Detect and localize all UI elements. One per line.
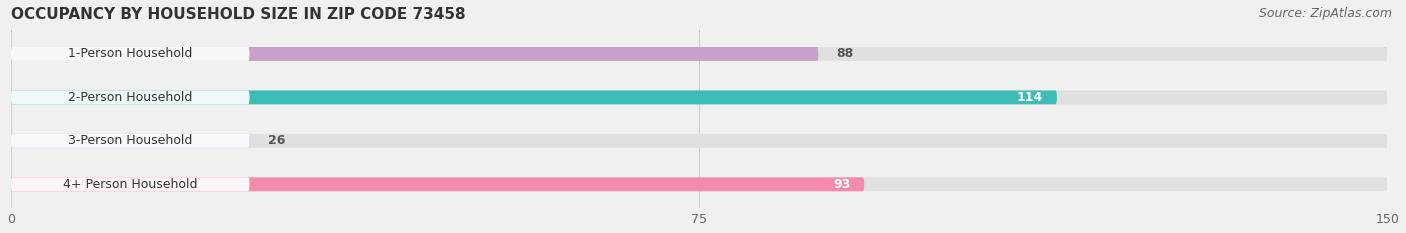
- Text: 93: 93: [834, 178, 851, 191]
- Text: OCCUPANCY BY HOUSEHOLD SIZE IN ZIP CODE 73458: OCCUPANCY BY HOUSEHOLD SIZE IN ZIP CODE …: [11, 7, 465, 22]
- Text: 4+ Person Household: 4+ Person Household: [63, 178, 197, 191]
- Text: 1-Person Household: 1-Person Household: [67, 48, 193, 60]
- FancyBboxPatch shape: [11, 134, 249, 148]
- FancyBboxPatch shape: [11, 177, 249, 191]
- FancyBboxPatch shape: [11, 134, 1388, 148]
- Text: 26: 26: [267, 134, 285, 147]
- FancyBboxPatch shape: [11, 134, 249, 148]
- FancyBboxPatch shape: [11, 177, 1388, 191]
- FancyBboxPatch shape: [11, 177, 865, 191]
- Text: 2-Person Household: 2-Person Household: [67, 91, 193, 104]
- FancyBboxPatch shape: [11, 90, 249, 104]
- FancyBboxPatch shape: [11, 47, 249, 61]
- FancyBboxPatch shape: [11, 47, 818, 61]
- FancyBboxPatch shape: [11, 47, 1388, 61]
- Text: 114: 114: [1017, 91, 1043, 104]
- Text: Source: ZipAtlas.com: Source: ZipAtlas.com: [1258, 7, 1392, 20]
- Text: 88: 88: [837, 48, 853, 60]
- Text: 3-Person Household: 3-Person Household: [67, 134, 193, 147]
- FancyBboxPatch shape: [11, 90, 1388, 104]
- FancyBboxPatch shape: [11, 90, 1057, 104]
